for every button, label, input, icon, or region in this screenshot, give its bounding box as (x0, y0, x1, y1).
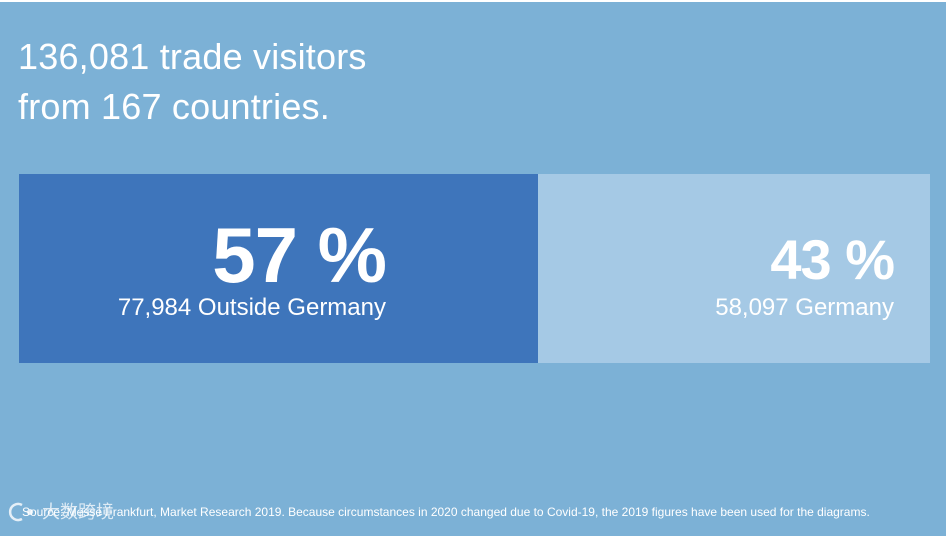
bar-germany: 43 % 58,097 Germany (538, 174, 930, 363)
top-divider (0, 0, 946, 2)
source-note: Source: Messe Frankfurt, Market Research… (22, 505, 870, 519)
bar-outside-germany: 57 % 77,984 Outside Germany (19, 174, 538, 363)
headline-line-2: from 167 countries. (18, 86, 330, 127)
watermark-logo-icon (8, 502, 33, 522)
watermark-text: 大数跨境 (42, 502, 114, 522)
headline-line-1: 136,081 trade visitors (18, 36, 367, 77)
percent-label-germany: 43 % (770, 228, 895, 291)
percent-label-outside-germany: 57 % (212, 211, 387, 299)
count-label-outside-germany: 77,984 Outside Germany (117, 294, 386, 321)
count-label-germany: 58,097 Germany (715, 294, 894, 321)
watermark: 大数跨境 (8, 500, 114, 524)
headline: 136,081 trade visitors from 167 countrie… (18, 32, 367, 132)
